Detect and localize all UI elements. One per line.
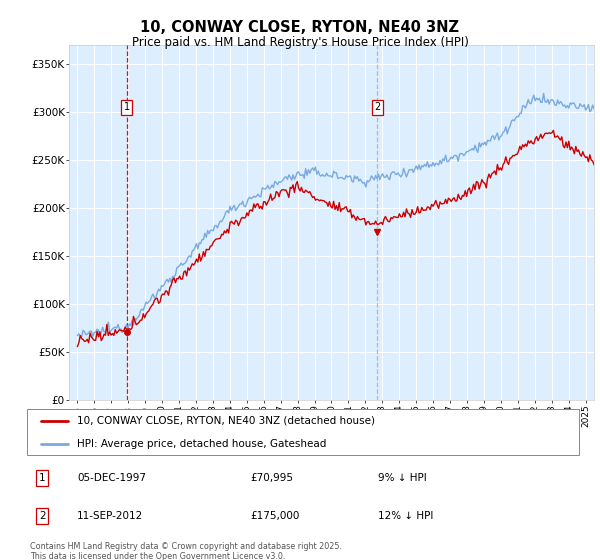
Text: 10, CONWAY CLOSE, RYTON, NE40 3NZ (detached house): 10, CONWAY CLOSE, RYTON, NE40 3NZ (detac…: [77, 416, 374, 426]
Text: £175,000: £175,000: [251, 511, 300, 521]
Text: 11-SEP-2012: 11-SEP-2012: [77, 511, 143, 521]
Text: HPI: Average price, detached house, Gateshead: HPI: Average price, detached house, Gate…: [77, 438, 326, 449]
Text: £70,995: £70,995: [251, 473, 294, 483]
Text: 10, CONWAY CLOSE, RYTON, NE40 3NZ: 10, CONWAY CLOSE, RYTON, NE40 3NZ: [140, 20, 460, 35]
Text: 2: 2: [39, 511, 46, 521]
Text: 12% ↓ HPI: 12% ↓ HPI: [378, 511, 433, 521]
Text: Price paid vs. HM Land Registry's House Price Index (HPI): Price paid vs. HM Land Registry's House …: [131, 36, 469, 49]
Text: 1: 1: [39, 473, 46, 483]
Text: 9% ↓ HPI: 9% ↓ HPI: [378, 473, 427, 483]
Text: 1: 1: [124, 102, 130, 112]
Text: 05-DEC-1997: 05-DEC-1997: [77, 473, 146, 483]
Text: Contains HM Land Registry data © Crown copyright and database right 2025.
This d: Contains HM Land Registry data © Crown c…: [30, 542, 342, 560]
FancyBboxPatch shape: [27, 409, 579, 455]
Text: 2: 2: [374, 102, 380, 112]
